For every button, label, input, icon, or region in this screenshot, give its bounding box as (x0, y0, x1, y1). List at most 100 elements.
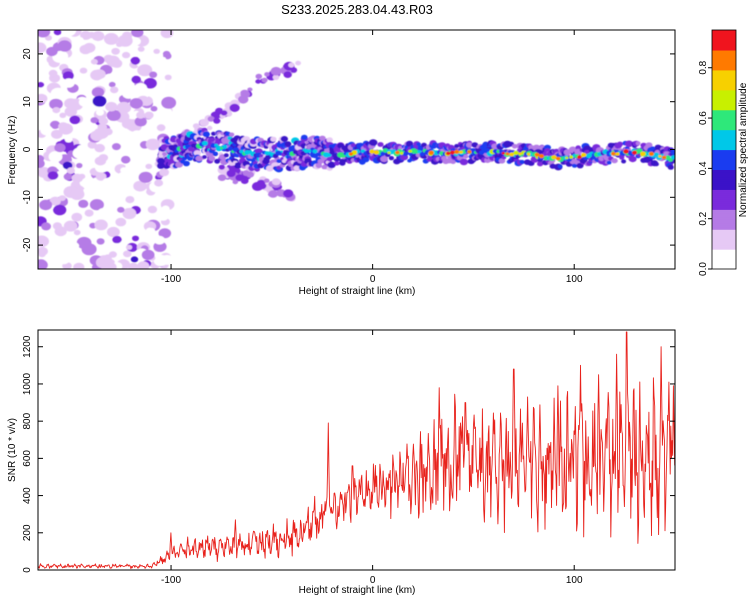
ridge-peak-cell (556, 156, 561, 161)
colorbar-swatch (712, 129, 736, 133)
colorbar-tick-label: 0.6 (698, 111, 709, 125)
ridge-peak-cell (551, 155, 557, 160)
ridge-cell (162, 152, 168, 157)
noise-cell (131, 30, 144, 38)
ridge-core-cell (312, 149, 318, 154)
noise-cell (94, 219, 108, 231)
ridge-cell (571, 163, 578, 168)
colorbar-swatch (712, 121, 736, 125)
colorbar-swatch (712, 225, 736, 228)
snr-frame (37, 329, 676, 571)
noise-cell (112, 235, 122, 244)
colorbar-swatch (712, 35, 736, 39)
colorbar-axis: 0.0 0.2 0.4 0.6 0.8 (698, 60, 712, 276)
ridge-cell (511, 144, 518, 149)
noise-cell (98, 78, 109, 87)
y-tick-label: -20 (22, 237, 33, 252)
noise-cell (121, 155, 131, 164)
noise-cell (153, 48, 160, 54)
ridge-cell (182, 160, 190, 167)
noise-cell (123, 250, 132, 258)
noise-cell (94, 156, 107, 166)
ridge-cell (301, 134, 308, 140)
colorbar-swatch (712, 233, 736, 236)
rising-branch-cell (272, 74, 280, 81)
ridge-cell (557, 164, 563, 169)
noise-cell (120, 73, 135, 85)
noise-cell (93, 69, 106, 80)
noise-cell (48, 151, 63, 163)
rising-branch-cell (199, 119, 209, 127)
ridge-peak-cell (408, 149, 412, 153)
colorbar-swatch (712, 71, 736, 75)
colorbar-swatch (712, 245, 736, 248)
noise-cell (76, 37, 84, 43)
noise-cell (132, 235, 139, 242)
colorbar-swatch (712, 169, 736, 173)
rising-branch-cell (247, 87, 253, 92)
noise-cell (108, 251, 117, 258)
noise-cell (122, 207, 137, 220)
noise-cell (90, 117, 99, 124)
noise-cell (115, 217, 127, 227)
ridge-cell (212, 151, 218, 156)
colorbar-swatch (712, 183, 736, 186)
colorbar-swatch (712, 99, 736, 103)
x-tick-label: 0 (370, 575, 376, 586)
noise-cell (137, 46, 145, 52)
x-tick-label: 100 (566, 274, 583, 285)
noise-cell (62, 78, 75, 88)
ridge-cell (270, 136, 277, 142)
ridge-cell (204, 131, 209, 136)
noise-cell (132, 85, 140, 91)
rising-branch-cell (255, 79, 261, 84)
noise-cell (41, 222, 51, 231)
colorbar-swatch (712, 51, 736, 55)
ridge-cell (350, 143, 356, 148)
colorbar-swatch (712, 53, 736, 57)
colorbar-swatch (712, 37, 736, 41)
ridge-cell (315, 162, 322, 169)
colorbar-swatch (712, 229, 736, 232)
colorbar-swatch (712, 207, 736, 210)
noise-cell (161, 107, 173, 117)
noise-cell (64, 106, 78, 117)
noise-cell (50, 120, 61, 129)
colorbar-swatch (712, 239, 736, 242)
noise-cell (53, 204, 67, 216)
colorbar-swatch (712, 115, 736, 119)
colorbar-swatch (712, 95, 736, 99)
ridge-peak-cell (505, 152, 510, 156)
ridge-core-cell (292, 150, 298, 155)
noise-cell (52, 107, 61, 114)
ridge-cell (276, 159, 282, 164)
colorbar-swatch (712, 103, 736, 107)
colorbar-swatch (712, 241, 736, 244)
colorbar-swatch (712, 87, 736, 91)
ridge-peak-cell (501, 151, 505, 155)
noise-cell (147, 205, 158, 214)
ridge-cell (645, 142, 653, 148)
noise-cell (91, 87, 105, 98)
colorbar-swatch (712, 223, 736, 226)
colorbar-swatch (712, 203, 736, 206)
colorbar-swatch (712, 249, 736, 252)
noise-cell (116, 171, 132, 184)
colorbar-swatch (712, 161, 736, 165)
ridge-cell (211, 131, 217, 136)
noise-cell (58, 123, 73, 135)
ridge-core-cell (187, 146, 194, 152)
noise-cell (156, 190, 167, 198)
ridge-core-cell (201, 140, 208, 146)
ridge-cell (471, 142, 479, 148)
ridge-peak-cell (569, 155, 573, 159)
ridge-cell (611, 158, 618, 164)
noise-cell (138, 171, 153, 183)
noise-cell (153, 241, 167, 252)
noise-cell (49, 196, 61, 206)
colorbar-swatch (712, 123, 736, 127)
ridge-cell (326, 137, 333, 143)
noise-cell (89, 199, 104, 211)
ridge-core-cell (259, 154, 264, 158)
noise-cell (57, 40, 72, 52)
